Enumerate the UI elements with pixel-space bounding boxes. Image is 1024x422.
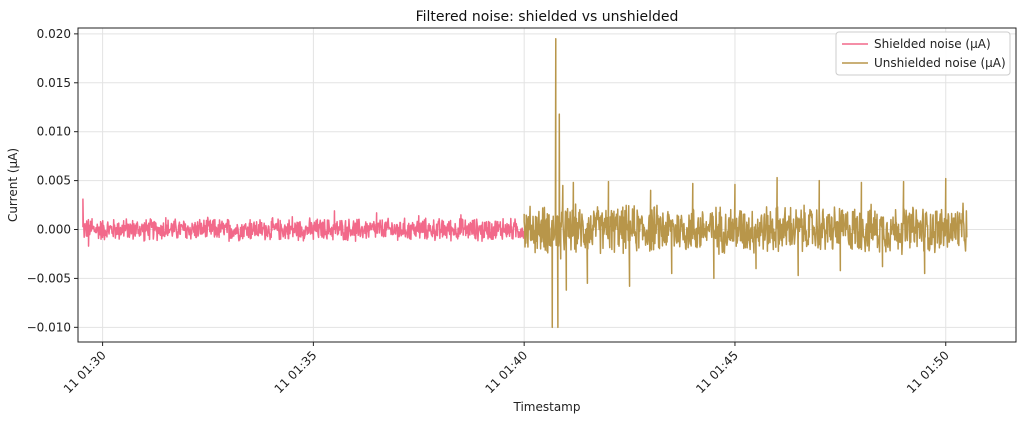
x-tick-label: 11 01:40 [482, 348, 530, 396]
legend-label-shielded: Shielded noise (μA) [874, 37, 991, 51]
series-line-unshielded [523, 38, 968, 329]
y-tick-label: −0.005 [27, 271, 71, 285]
y-tick-label: 0.010 [37, 125, 71, 139]
y-tick-label: 0.005 [37, 174, 71, 188]
legend-box [835, 31, 1011, 76]
y-tick-label: 0.015 [37, 76, 71, 90]
x-tick-label: 11 01:30 [61, 348, 109, 396]
y-tick-label: 0.020 [37, 27, 71, 41]
chart-title: Filtered noise: shielded vs unshielded [416, 9, 679, 25]
y-axis-title: Current (μA) [6, 148, 20, 222]
series-line-shielded [82, 198, 525, 247]
legend: Shielded noise (μA) Unshielded noise (μA… [835, 31, 1011, 76]
x-tick-label: 11 01:45 [693, 348, 741, 396]
y-axis-ticks: −0.010 −0.005 0.000 0.005 0.010 0.015 0.020 [27, 27, 78, 334]
x-tick-label: 11 01:50 [904, 348, 952, 396]
series-layer [82, 38, 968, 329]
x-tick-label: 11 01:35 [272, 348, 320, 396]
plot-frame [77, 27, 1017, 343]
y-tick-label: −0.010 [27, 320, 71, 334]
x-axis-ticks: 11 01:30 11 01:35 11 01:40 11 01:45 11 01:50 [61, 342, 952, 396]
legend-label-unshielded: Unshielded noise (μA) [874, 56, 1006, 70]
y-tick-label: 0.000 [37, 223, 71, 237]
x-axis-title: Timestamp [513, 400, 581, 414]
